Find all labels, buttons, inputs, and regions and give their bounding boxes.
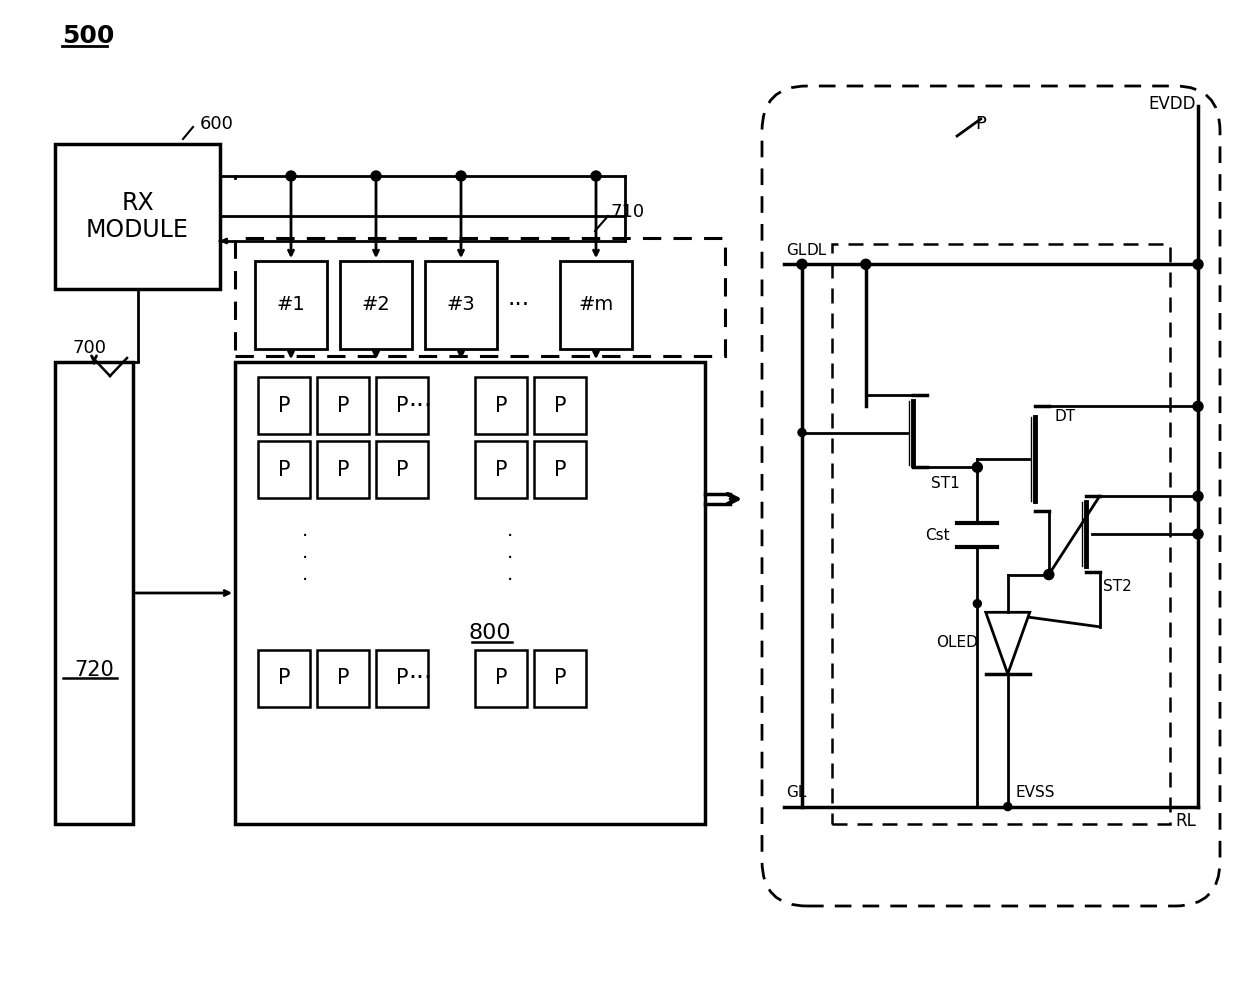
Text: P: P xyxy=(396,396,408,415)
Text: P: P xyxy=(554,459,567,479)
Bar xyxy=(317,441,370,498)
Circle shape xyxy=(1193,402,1203,412)
Bar xyxy=(317,650,370,707)
Text: 700: 700 xyxy=(72,339,105,357)
Text: P: P xyxy=(278,396,290,415)
Text: EVDD: EVDD xyxy=(1148,95,1197,113)
Bar xyxy=(317,377,370,434)
Text: P: P xyxy=(554,669,567,689)
Circle shape xyxy=(1193,491,1203,501)
Text: GL: GL xyxy=(786,785,806,800)
Text: ·
·
·: · · · xyxy=(301,528,308,590)
Text: 800: 800 xyxy=(469,623,511,643)
Text: P: P xyxy=(976,115,986,133)
Text: #1: #1 xyxy=(277,295,305,314)
Text: ···: ··· xyxy=(408,667,432,691)
Text: RL: RL xyxy=(1176,811,1197,830)
Bar xyxy=(376,441,428,498)
Bar xyxy=(534,377,587,434)
Text: OLED: OLED xyxy=(936,634,978,650)
Text: ST1: ST1 xyxy=(931,476,960,491)
Text: ···: ··· xyxy=(508,293,529,317)
Bar xyxy=(560,261,632,349)
Circle shape xyxy=(286,171,296,181)
Bar xyxy=(425,261,497,349)
Bar xyxy=(258,441,310,498)
Text: DT: DT xyxy=(1055,409,1076,423)
Bar xyxy=(340,261,412,349)
Text: P: P xyxy=(396,669,408,689)
Text: P: P xyxy=(495,396,507,415)
FancyBboxPatch shape xyxy=(763,86,1220,906)
Text: ST2: ST2 xyxy=(1104,580,1132,594)
Bar xyxy=(475,650,527,707)
Text: ·
·
·: · · · xyxy=(507,528,513,590)
Circle shape xyxy=(972,462,982,472)
Circle shape xyxy=(371,171,381,181)
Bar xyxy=(55,362,133,824)
Circle shape xyxy=(973,599,981,607)
Text: 710: 710 xyxy=(610,203,644,221)
Text: GL: GL xyxy=(786,243,806,257)
Bar xyxy=(258,377,310,434)
Bar xyxy=(236,362,706,824)
Text: 720: 720 xyxy=(74,660,114,680)
Circle shape xyxy=(1044,570,1054,580)
Bar xyxy=(475,377,527,434)
Text: P: P xyxy=(337,396,350,415)
Circle shape xyxy=(799,428,806,436)
Circle shape xyxy=(591,171,601,181)
Text: DL: DL xyxy=(806,243,826,257)
Circle shape xyxy=(1003,802,1012,810)
Circle shape xyxy=(861,259,870,269)
Bar xyxy=(475,441,527,498)
Circle shape xyxy=(456,171,466,181)
Bar xyxy=(55,144,219,289)
Bar xyxy=(534,441,587,498)
Text: ···: ··· xyxy=(408,394,432,417)
Text: P: P xyxy=(337,669,350,689)
Bar xyxy=(255,261,327,349)
Text: P: P xyxy=(396,459,408,479)
Circle shape xyxy=(1193,529,1203,539)
Text: RX
MODULE: RX MODULE xyxy=(86,191,188,243)
Text: P: P xyxy=(554,396,567,415)
Text: P: P xyxy=(278,459,290,479)
Bar xyxy=(376,377,428,434)
Circle shape xyxy=(797,259,807,269)
Text: #3: #3 xyxy=(446,295,475,314)
Bar xyxy=(376,650,428,707)
Bar xyxy=(258,650,310,707)
Bar xyxy=(236,238,725,356)
Text: P: P xyxy=(337,459,350,479)
Text: EVSS: EVSS xyxy=(1016,785,1055,800)
Text: 500: 500 xyxy=(62,24,114,48)
Text: #2: #2 xyxy=(362,295,391,314)
Text: 600: 600 xyxy=(200,115,234,133)
Bar xyxy=(534,650,587,707)
Bar xyxy=(832,244,1171,824)
Text: P: P xyxy=(495,459,507,479)
Text: P: P xyxy=(495,669,507,689)
Circle shape xyxy=(1193,259,1203,269)
Text: Cst: Cst xyxy=(925,528,950,543)
Text: P: P xyxy=(278,669,290,689)
Text: #m: #m xyxy=(578,295,614,314)
